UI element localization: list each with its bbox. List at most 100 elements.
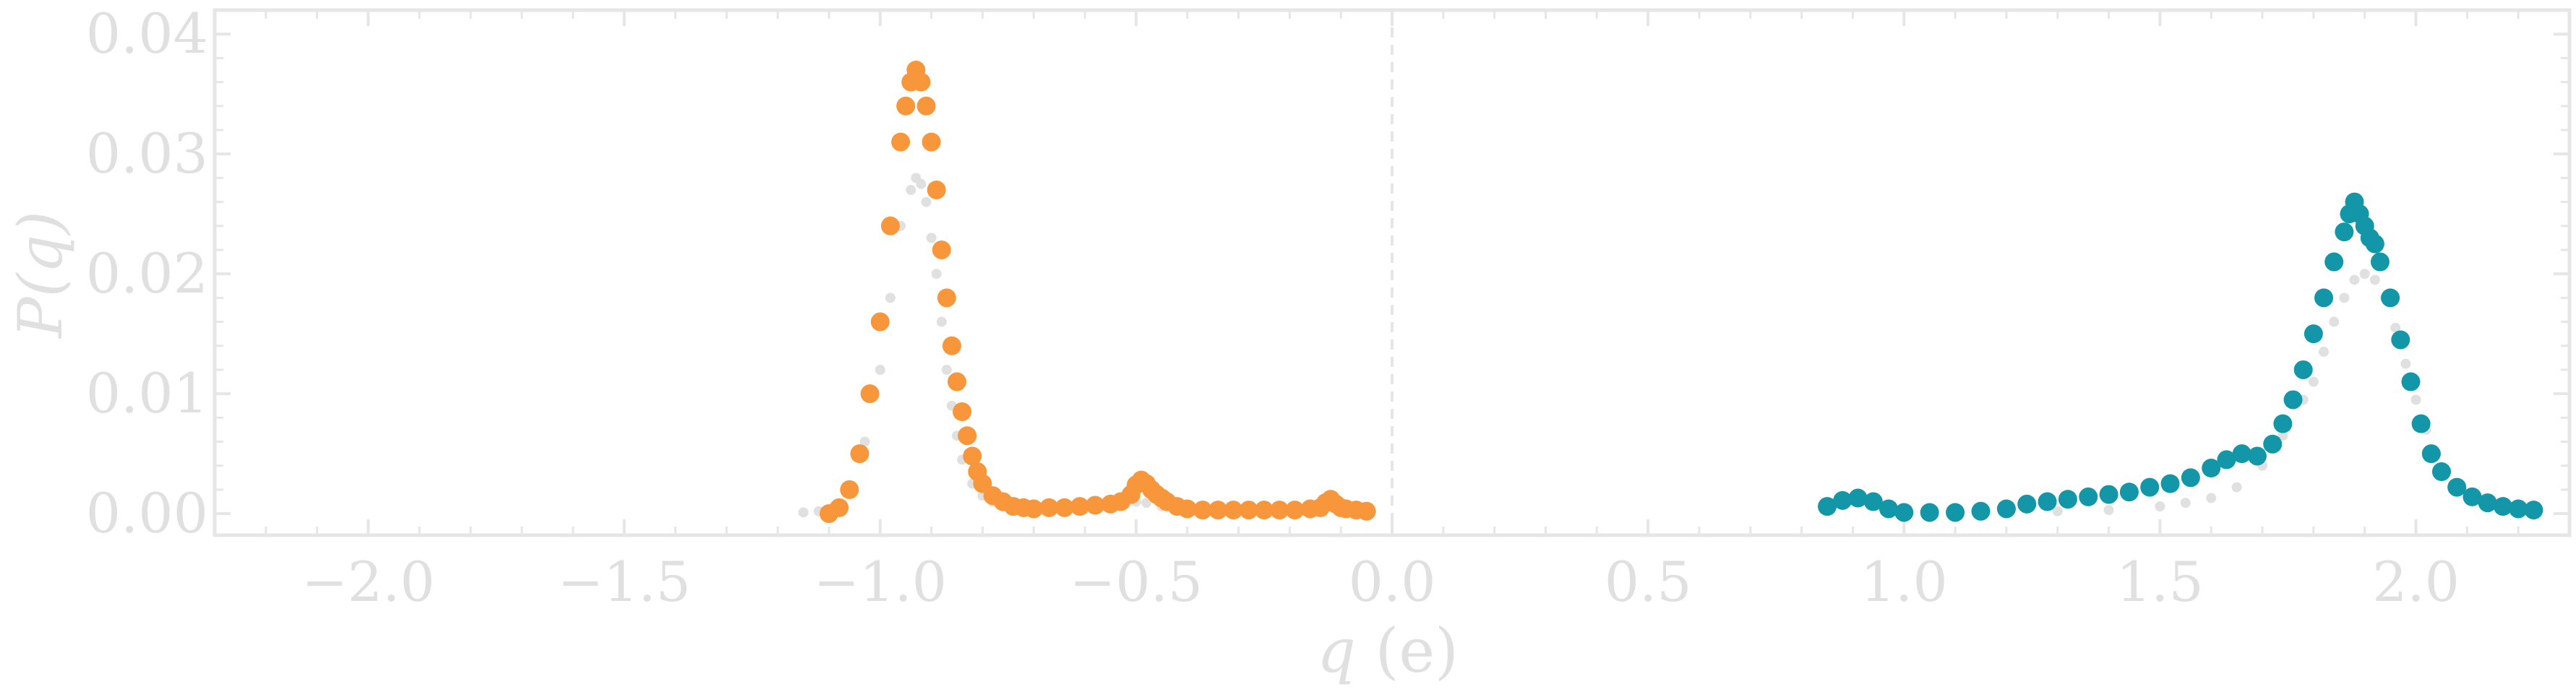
data-point [2335,222,2354,242]
reference-point [916,178,927,189]
reference-point [2410,394,2421,405]
data-point [1086,495,1105,515]
data-point [947,372,966,391]
data-point [1239,501,1258,520]
data-point [1833,490,1852,510]
data-point [916,96,936,116]
reference-point [2103,505,2114,516]
reference-point [936,316,947,327]
data-point [1039,498,1059,517]
data-point [1971,501,1991,521]
data-point [2232,444,2251,464]
y-tick-label: 0.02 [86,241,208,306]
reference-point [2206,493,2217,503]
data-point [1254,501,1274,520]
y-tick-label: 0.03 [86,121,208,186]
x-tick-label: 0.0 [1349,550,1436,614]
data-point [2293,360,2313,379]
data-point [963,446,982,466]
data-point [2217,450,2236,469]
data-point [2304,324,2323,344]
data-point [1177,499,1197,519]
y-axis-label: P(q) [5,211,76,339]
data-point [1357,501,1376,521]
reference-point [2359,269,2370,280]
data-point [1996,499,2016,519]
x-tick-label: 1.0 [1860,550,1948,614]
data-point [840,480,859,499]
data-point [2017,494,2037,514]
data-point [2202,459,2221,478]
reference-point [885,293,896,303]
data-point [1024,499,1044,519]
y-tick-label: 0.00 [86,481,208,545]
data-point [942,336,961,355]
reference-point [2180,498,2191,508]
data-point [2140,477,2160,497]
data-point [2524,501,2543,520]
data-point [922,132,941,152]
x-tick-label: 1.5 [2116,550,2204,614]
x-axis-label: q (e) [1317,615,1459,686]
reference-point [2400,358,2411,369]
reference-point [2231,482,2242,493]
data-point [2370,252,2390,272]
reference-point [2390,322,2401,333]
data-point [932,240,951,259]
reference-point [906,184,916,195]
data-point [2160,474,2180,493]
tick-labels: −2.0 −1.5 −1.0 −0.5 0.0 0.5 1.0 1.5 2.0 0.00 0.01 0… [86,1,2460,614]
data-point [2431,462,2451,482]
reference-point [2319,347,2330,358]
data-point [896,96,916,116]
reference-point [2369,274,2380,285]
data-point [953,402,972,422]
data-point [891,132,911,152]
reference-point [2052,506,2063,516]
data-point [2314,288,2334,308]
reference-point [2339,293,2350,303]
data-point [2038,492,2057,511]
data-point [2463,487,2482,506]
data-point [2099,485,2118,504]
reference-point [921,196,932,207]
data-point [1285,501,1305,520]
data-point [2365,234,2384,254]
data-point [1946,503,1965,522]
data-point [2493,497,2512,516]
data-point [2181,468,2200,488]
data-point [1070,497,1089,516]
data-point [2079,487,2098,506]
reference-point [798,507,809,518]
data-point [2273,414,2293,433]
reference-point [2308,376,2319,387]
data-point [2411,414,2431,433]
data-point [927,180,946,199]
data-point [1055,498,1074,517]
data-point [880,216,900,235]
x-axis-label-unit: (e) [1356,615,1459,686]
reference-point [859,436,870,447]
data-points [798,60,2543,524]
data-point [2421,444,2441,464]
reference-point [875,364,885,375]
reference-point [1141,498,1152,508]
data-point [1920,503,1939,522]
data-point [2447,477,2467,497]
data-point [937,288,956,308]
data-point [1818,497,1837,516]
y-tick-label: 0.01 [86,361,208,425]
x-tick-label: −0.5 [1070,550,1203,614]
x-axis-label-var: q [1317,615,1356,686]
reference-point [941,364,952,375]
data-point [860,384,880,404]
x-tick-label: −1.5 [557,550,691,614]
data-point [1224,501,1243,520]
data-point [2247,446,2267,466]
data-point [1863,492,1883,511]
data-point [2391,330,2410,350]
data-point [1879,499,1899,519]
x-tick-label: −1.0 [813,550,947,614]
data-point [2263,434,2283,454]
